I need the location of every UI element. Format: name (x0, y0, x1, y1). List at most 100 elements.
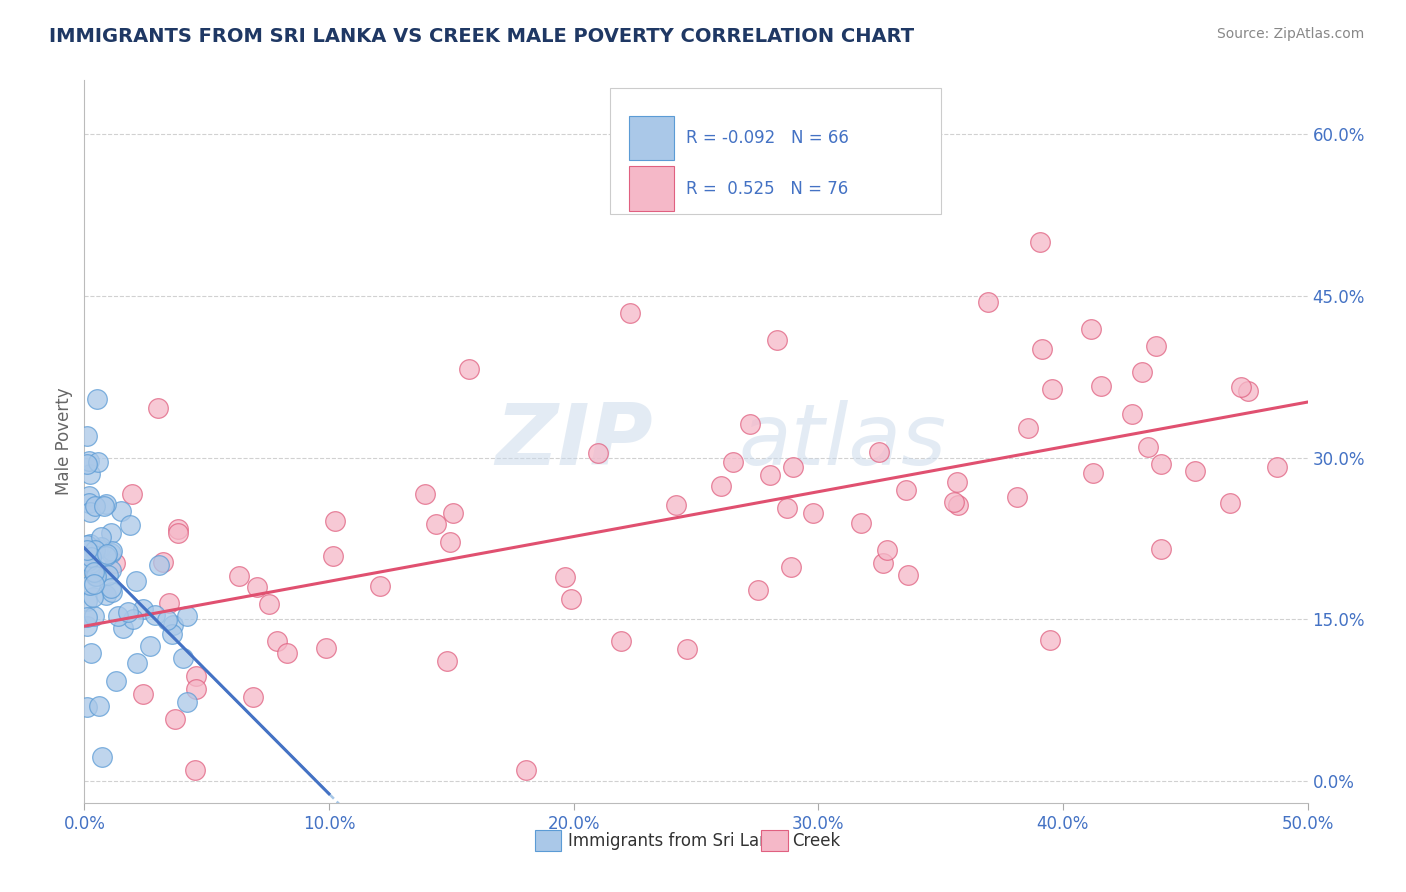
Point (86, 392, 108, 406)
Point (368, 579, 391, 593)
Point (84, 500, 107, 514)
Point (439, 534, 461, 549)
Point (1150, 457, 1173, 471)
Point (801, 506, 824, 520)
Point (1017, 421, 1039, 435)
Point (897, 567, 920, 582)
Point (76, 594, 98, 608)
Point (184, 682, 207, 697)
FancyBboxPatch shape (628, 116, 673, 161)
Point (246, 580, 269, 594)
Point (80, 549, 103, 564)
Point (152, 555, 174, 569)
Point (101, 544, 124, 558)
Point (176, 609, 198, 624)
Point (1007, 491, 1029, 505)
Point (619, 305, 641, 319)
Point (457, 362, 479, 376)
Point (167, 522, 190, 536)
Point (96, 547, 118, 561)
Point (77, 453, 100, 467)
Point (93, 499, 115, 513)
Point (101, 585, 124, 599)
Point (560, 591, 582, 606)
FancyBboxPatch shape (761, 830, 787, 851)
Point (162, 618, 184, 632)
Point (872, 557, 894, 571)
Point (1150, 541, 1173, 556)
Point (79, 537, 101, 551)
Point (100, 526, 122, 541)
Text: R = -0.092   N = 66: R = -0.092 N = 66 (686, 129, 849, 147)
FancyBboxPatch shape (628, 166, 673, 211)
Point (165, 712, 187, 726)
Point (758, 468, 780, 483)
Point (896, 483, 918, 497)
Point (82, 591, 104, 605)
Point (111, 621, 134, 635)
Point (610, 633, 633, 648)
Point (146, 401, 169, 415)
Point (775, 500, 797, 515)
Point (780, 559, 803, 574)
Point (79, 467, 101, 481)
Point (87, 699, 110, 714)
Point (110, 504, 132, 518)
Point (1090, 379, 1112, 393)
Text: ZIP: ZIP (495, 400, 654, 483)
Point (413, 487, 436, 501)
Point (1121, 407, 1143, 421)
Point (157, 596, 180, 610)
Text: Creek: Creek (793, 832, 841, 850)
Point (80, 556, 103, 570)
Point (148, 558, 170, 572)
Point (100, 563, 122, 577)
Point (554, 570, 576, 584)
Point (515, 764, 537, 778)
Point (946, 475, 969, 490)
Text: R =  0.525   N = 76: R = 0.525 N = 76 (686, 179, 848, 198)
Point (79, 505, 101, 519)
Point (84, 569, 107, 583)
Point (242, 690, 264, 704)
Point (322, 549, 344, 564)
Point (94, 549, 117, 563)
Point (184, 764, 207, 778)
Point (782, 459, 804, 474)
Point (125, 574, 148, 588)
Point (1083, 466, 1105, 480)
Point (76, 457, 98, 471)
Point (156, 613, 179, 627)
Point (83, 565, 105, 579)
Point (228, 569, 250, 583)
Point (1265, 459, 1288, 474)
Text: Source: ZipAtlas.com: Source: ZipAtlas.com (1216, 27, 1364, 41)
Point (84, 568, 107, 582)
Point (76, 619, 98, 633)
Point (1184, 464, 1206, 478)
Point (96, 497, 118, 511)
Point (665, 498, 688, 512)
Point (425, 516, 447, 531)
Point (977, 295, 1000, 310)
Point (948, 498, 970, 512)
Point (1080, 321, 1102, 335)
Point (315, 640, 337, 655)
Point (1137, 440, 1160, 454)
Point (1144, 339, 1167, 353)
Text: atlas: atlas (738, 400, 946, 483)
Point (1237, 384, 1260, 398)
Point (1039, 633, 1062, 648)
Point (676, 641, 699, 656)
Point (1219, 496, 1241, 510)
Point (76, 428, 98, 442)
Text: Immigrants from Sri Lanka: Immigrants from Sri Lanka (568, 832, 789, 850)
Point (77, 554, 100, 568)
Point (105, 673, 128, 688)
Point (738, 417, 761, 431)
Point (1029, 235, 1052, 249)
Point (100, 546, 122, 560)
Point (118, 518, 141, 533)
Point (443, 506, 465, 520)
Point (160, 627, 183, 641)
